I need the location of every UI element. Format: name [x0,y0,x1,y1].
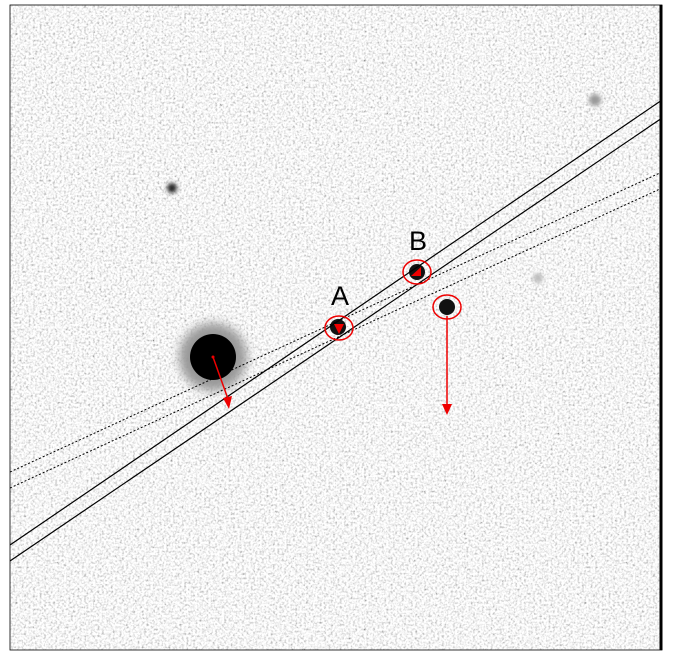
label-a: A [331,281,349,311]
label-b: B [409,226,427,256]
marker-circle [324,315,354,341]
marker-triangle [411,267,421,276]
star [533,273,543,283]
marker-triangle [334,324,344,334]
marker-circle [402,259,432,285]
arrowhead [223,396,232,409]
slit-edge [10,99,662,546]
star [589,94,601,106]
star [167,183,177,193]
arrowhead [442,404,452,415]
image-area: A B [10,5,662,650]
star [439,299,455,315]
motion-arrow [212,356,229,400]
